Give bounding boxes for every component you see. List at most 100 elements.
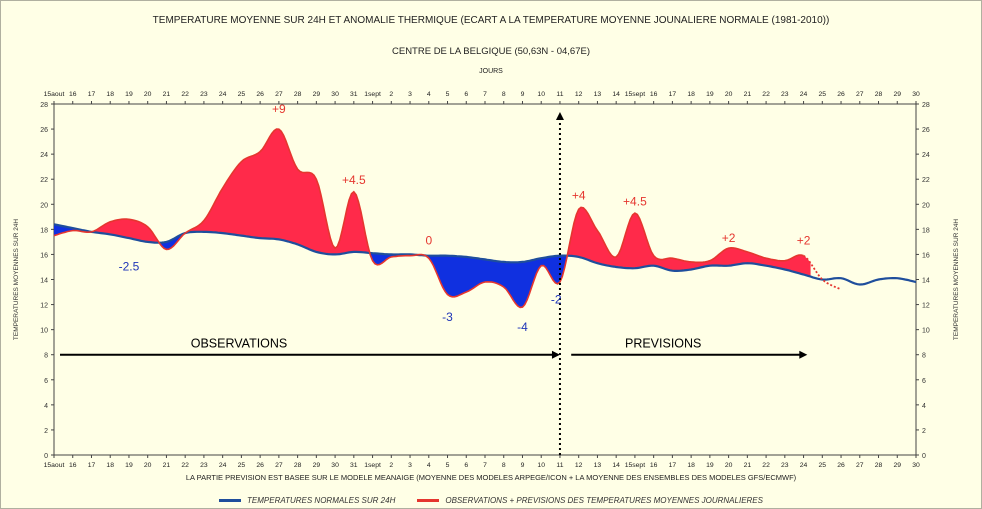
y-tick-label-left: 20 xyxy=(40,202,48,209)
x-tick-label-top: 14 xyxy=(612,91,620,98)
legend-swatch-observed xyxy=(417,499,440,502)
x-tick-label-bottom: 16 xyxy=(69,462,77,469)
x-tick-label-top: 29 xyxy=(313,91,321,98)
y-tick-label-left: 16 xyxy=(40,252,48,259)
x-tick-label-bottom: 21 xyxy=(163,462,171,469)
y-tick-label-right: 14 xyxy=(922,278,930,285)
arrow-head-0 xyxy=(551,350,560,359)
x-tick-label-bottom: 9 xyxy=(521,462,525,469)
x-tick-label-top: 30 xyxy=(912,91,920,98)
x-tick-label-top: 18 xyxy=(106,91,114,98)
x-tick-label-bottom: 22 xyxy=(762,462,770,469)
x-tick-label-bottom: 15aout xyxy=(44,462,65,469)
x-tick-label-bottom: 1sept xyxy=(364,462,381,469)
x-tick-label-top: 16 xyxy=(69,91,77,98)
x-tick-label-bottom: 10 xyxy=(537,462,545,469)
x-tick-label-top: 15sept xyxy=(625,91,646,98)
x-tick-label-top: 16 xyxy=(650,91,658,98)
x-tick-label-bottom: 14 xyxy=(612,462,620,469)
y-tick-label-left: 14 xyxy=(40,278,48,285)
y-tick-label-right: 16 xyxy=(922,252,930,259)
x-tick-label-top: 20 xyxy=(725,91,733,98)
y-tick-label-right: 26 xyxy=(922,127,930,134)
x-tick-label-bottom: 2 xyxy=(389,462,393,469)
x-tick-label-bottom: 8 xyxy=(502,462,506,469)
x-tick-label-top: 1sept xyxy=(364,91,381,98)
y-tick-label-left: 28 xyxy=(40,102,48,109)
legend-swatch-normal xyxy=(219,499,242,502)
x-tick-label-bottom: 17 xyxy=(669,462,677,469)
x-tick-label-top: 26 xyxy=(837,91,845,98)
x-tick-label-top: 30 xyxy=(331,91,339,98)
series-line-normal xyxy=(53,223,917,286)
x-tick-label-top: 21 xyxy=(744,91,752,98)
x-tick-label-top: 4 xyxy=(427,91,431,98)
x-tick-label-top: 23 xyxy=(200,91,208,98)
y-tick-label-left: 10 xyxy=(40,328,48,335)
x-tick-label-top: 28 xyxy=(294,91,302,98)
anomaly-label: -4 xyxy=(517,320,528,334)
x-tick-label-top: 20 xyxy=(144,91,152,98)
y-tick-label-left: 4 xyxy=(44,403,48,410)
anomaly-label: +4.5 xyxy=(623,195,647,209)
x-tick-label-top: 31 xyxy=(350,91,358,98)
forecast-marker-arrowhead xyxy=(555,112,564,120)
x-tick-label-bottom: 4 xyxy=(427,462,431,469)
negative-anomaly-area xyxy=(54,224,811,308)
anomaly-label: 0 xyxy=(425,233,432,247)
x-tick-label-bottom: 23 xyxy=(781,462,789,469)
x-tick-label-top: 11 xyxy=(556,91,563,98)
x-tick-label-bottom: 20 xyxy=(144,462,152,469)
arrow-head-1 xyxy=(799,350,808,359)
x-tick-label-bottom: 19 xyxy=(706,462,714,469)
x-tick-label-bottom: 30 xyxy=(331,462,339,469)
x-tick-label-bottom: 12 xyxy=(575,462,583,469)
anomaly-label: +4.5 xyxy=(342,173,366,187)
y-tick-label-right: 24 xyxy=(922,152,930,159)
x-tick-label-bottom: 18 xyxy=(687,462,695,469)
x-tick-label-bottom: 25 xyxy=(819,462,827,469)
x-tick-label-bottom: 29 xyxy=(313,462,321,469)
x-tick-label-bottom: 24 xyxy=(800,462,808,469)
x-tick-label-bottom: 3 xyxy=(408,462,412,469)
legend: TEMPERATURES NORMALES SUR 24H OBSERVATIO… xyxy=(0,496,982,505)
legend-item-observed: OBSERVATIONS + PREVISIONS DES TEMPERATUR… xyxy=(417,496,763,505)
anomaly-label: +4 xyxy=(572,188,586,202)
y-tick-label-left: 22 xyxy=(40,177,48,184)
anomaly-label: +9 xyxy=(272,102,286,116)
x-tick-label-bottom: 24 xyxy=(219,462,227,469)
y-tick-label-right: 0 xyxy=(922,453,926,460)
y-tick-label-left: 26 xyxy=(40,127,48,134)
x-tick-label-top: 24 xyxy=(800,91,808,98)
x-tick-label-bottom: 22 xyxy=(181,462,189,469)
y-tick-label-right: 6 xyxy=(922,378,926,385)
positive-anomaly-area xyxy=(54,129,811,285)
anomaly-label: +2 xyxy=(797,233,811,247)
x-tick-label-bottom: 25 xyxy=(238,462,246,469)
x-tick-label-bottom: 28 xyxy=(294,462,302,469)
x-tick-label-top: 22 xyxy=(181,91,189,98)
x-tick-label-top: 24 xyxy=(219,91,227,98)
x-tick-label-top: 19 xyxy=(706,91,714,98)
anomaly-label: -2 xyxy=(551,292,562,306)
x-tick-label-bottom: 26 xyxy=(256,462,264,469)
x-tick-label-bottom: 23 xyxy=(200,462,208,469)
x-tick-label-top: 6 xyxy=(464,91,468,98)
y-tick-label-right: 20 xyxy=(922,202,930,209)
legend-item-normal: TEMPERATURES NORMALES SUR 24H xyxy=(219,496,395,505)
x-tick-label-bottom: 19 xyxy=(125,462,133,469)
x-tick-label-bottom: 13 xyxy=(594,462,602,469)
y-tick-label-left: 0 xyxy=(44,453,48,460)
x-tick-label-bottom: 11 xyxy=(556,462,563,469)
x-tick-label-bottom: 31 xyxy=(350,462,358,469)
x-tick-label-top: 26 xyxy=(256,91,264,98)
y-tick-label-right: 2 xyxy=(922,428,926,435)
x-tick-label-bottom: 16 xyxy=(650,462,658,469)
y-tick-label-right: 12 xyxy=(922,303,930,310)
x-tick-label-bottom: 7 xyxy=(483,462,487,469)
anomaly-label: -2.5 xyxy=(119,260,140,274)
x-tick-label-top: 25 xyxy=(238,91,246,98)
anomaly-label: +2 xyxy=(722,231,736,245)
x-tick-label-top: 8 xyxy=(502,91,506,98)
